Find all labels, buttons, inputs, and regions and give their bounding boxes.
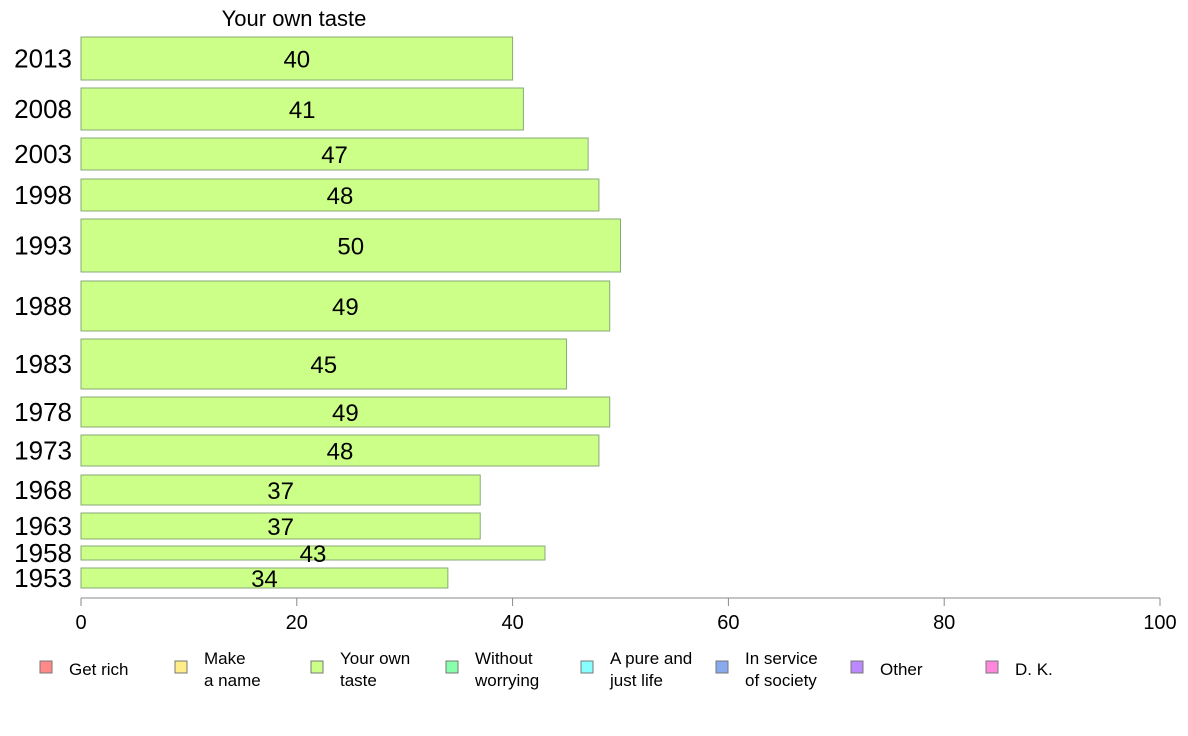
value-label-1988: 49 xyxy=(332,294,359,321)
y-tick-label-1963: 1963 xyxy=(14,511,72,541)
legend-swatch-3 xyxy=(445,660,459,674)
x-axis: 0 20 40 60 80 100 xyxy=(75,597,1177,634)
legend-label-5-line-0: In service xyxy=(745,649,818,668)
bar-2008 xyxy=(80,87,524,131)
value-label-1978: 49 xyxy=(332,400,359,427)
value-label-1993: 50 xyxy=(337,234,364,261)
bars-group: 2013 40 2008 41 2003 47 1998 48 1993 50 1988 49 1983… xyxy=(14,36,621,593)
y-tick-label-1998: 1998 xyxy=(14,180,72,210)
bar-2003 xyxy=(80,137,589,171)
legend-label-4-line-1: just life xyxy=(609,671,663,690)
y-tick-label-1993: 1993 xyxy=(14,231,72,261)
value-label-1963: 37 xyxy=(267,514,294,541)
legend-label-7: D. K. xyxy=(1015,660,1053,679)
legend-swatch-2 xyxy=(310,660,324,674)
value-label-1953: 34 xyxy=(251,566,278,593)
x-tick-label-20: 20 xyxy=(286,612,308,634)
bar-2013 xyxy=(80,36,514,81)
legend-swatch-1 xyxy=(174,660,188,674)
legend-label-5-line-1: of society xyxy=(745,671,817,690)
bar-1968 xyxy=(80,474,481,506)
bar-1988 xyxy=(80,280,611,332)
y-tick-label-1978: 1978 xyxy=(14,397,72,427)
bar-1973 xyxy=(80,434,600,467)
bar-1993 xyxy=(80,218,621,273)
bar-1963 xyxy=(80,512,481,540)
x-tick-label-60: 60 xyxy=(717,612,739,634)
legend-swatch-6 xyxy=(850,660,864,674)
y-tick-label-2008: 2008 xyxy=(14,94,72,124)
y-tick-label-1953: 1953 xyxy=(14,563,72,593)
legend-swatch-7 xyxy=(985,660,999,674)
y-tick-label-1988: 1988 xyxy=(14,291,72,321)
y-tick-label-1983: 1983 xyxy=(14,349,72,379)
y-tick-label-2013: 2013 xyxy=(14,44,72,74)
legend-label-3-line-1: worrying xyxy=(474,671,539,690)
bar-1983 xyxy=(80,338,568,390)
legend-swatch-4 xyxy=(580,660,594,674)
legend-label-1-line-1: a name xyxy=(204,671,261,690)
legend-label-3-line-0: Without xyxy=(475,649,533,668)
legend-swatch-0 xyxy=(39,660,53,674)
x-tick-label-0: 0 xyxy=(75,612,86,634)
chart-title: Your own taste xyxy=(222,6,367,31)
value-label-1958: 43 xyxy=(300,541,327,568)
bar-1953 xyxy=(80,567,449,589)
y-tick-label-1973: 1973 xyxy=(14,436,72,466)
y-tick-label-1968: 1968 xyxy=(14,475,72,505)
value-label-2008: 41 xyxy=(289,97,316,124)
value-label-1998: 48 xyxy=(327,183,354,210)
legend-label-2-line-0: Your own xyxy=(340,649,410,668)
x-tick-label-40: 40 xyxy=(501,612,523,634)
legend-label-4-line-0: A pure and xyxy=(610,649,692,668)
legend: Get rich Make a name Your own taste Without wo… xyxy=(39,649,1053,690)
bar-1978 xyxy=(80,396,611,428)
value-label-1973: 48 xyxy=(327,439,354,466)
y-tick-label-2003: 2003 xyxy=(14,139,72,169)
x-tick-label-100: 100 xyxy=(1143,612,1176,634)
bar-1998 xyxy=(80,178,600,212)
x-tick-label-80: 80 xyxy=(933,612,955,634)
legend-label-0: Get rich xyxy=(69,660,129,679)
bar-1958 xyxy=(80,545,546,561)
value-label-2013: 40 xyxy=(283,47,310,74)
value-label-1983: 45 xyxy=(310,352,337,379)
legend-label-2-line-1: taste xyxy=(340,671,377,690)
y-tick-label-1958: 1958 xyxy=(14,538,72,568)
legend-swatch-5 xyxy=(715,660,729,674)
value-label-2003: 47 xyxy=(321,142,348,169)
value-label-1968: 37 xyxy=(267,478,294,505)
legend-label-1-line-0: Make xyxy=(204,649,246,668)
legend-label-6: Other xyxy=(880,660,923,679)
